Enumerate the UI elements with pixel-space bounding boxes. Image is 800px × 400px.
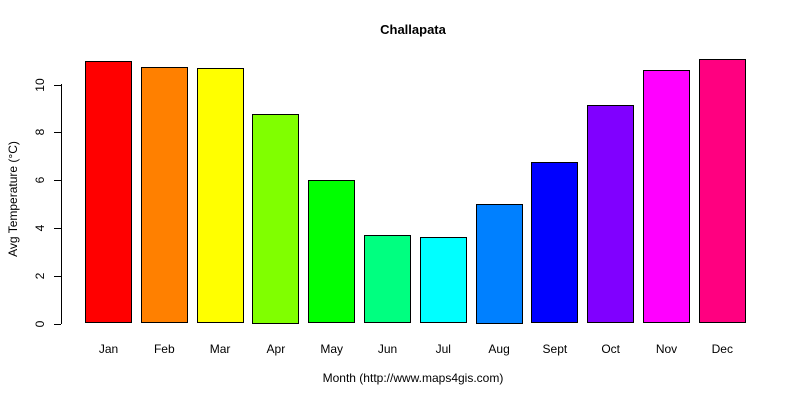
- x-tick-label: Sept: [542, 342, 568, 356]
- x-tick-label: Aug: [488, 342, 510, 356]
- x-tick-label: May: [320, 342, 344, 356]
- x-tick-label: Apr: [266, 342, 286, 356]
- bar-apr: [252, 114, 300, 324]
- y-tick-label: 4: [33, 224, 47, 232]
- y-tick: [54, 227, 61, 229]
- y-tick-label: 0: [33, 320, 47, 327]
- x-tick-label: Feb: [153, 342, 175, 356]
- y-tick: [54, 84, 61, 86]
- x-tick-label: Mar: [209, 342, 231, 356]
- y-tick: [54, 275, 61, 277]
- bar-dec: [698, 59, 746, 324]
- y-tick: [54, 132, 61, 134]
- x-tick-label: Jan: [98, 342, 119, 356]
- y-tick-label: 10: [33, 77, 47, 92]
- y-axis-line: [61, 84, 62, 324]
- bar-feb: [140, 66, 188, 324]
- bar-oct: [587, 104, 635, 324]
- bar-sept: [531, 162, 579, 324]
- x-tick-label: Oct: [601, 342, 621, 356]
- x-tick-label: Dec: [711, 342, 733, 356]
- x-tick-label: Jul: [435, 342, 451, 356]
- bar-aug: [475, 204, 523, 324]
- x-tick-label: Jun: [377, 342, 398, 356]
- x-tick-label: Nov: [655, 342, 678, 356]
- bar-nov: [643, 70, 690, 324]
- chart-title: Challapata: [380, 22, 446, 37]
- y-tick-label: 2: [33, 272, 47, 280]
- x-axis-label: Month (http://www.maps4gis.com): [322, 371, 504, 385]
- bar-mar: [196, 67, 244, 324]
- y-tick-label: 8: [33, 128, 47, 136]
- bar-may: [308, 180, 356, 324]
- y-tick-label: 6: [33, 176, 47, 184]
- y-axis-label: Avg Temperature (°C): [6, 141, 20, 257]
- bar-jul: [419, 237, 467, 324]
- y-tick: [54, 323, 61, 325]
- bar-jan: [85, 60, 132, 324]
- bar-jun: [364, 235, 411, 324]
- y-tick: [54, 180, 61, 182]
